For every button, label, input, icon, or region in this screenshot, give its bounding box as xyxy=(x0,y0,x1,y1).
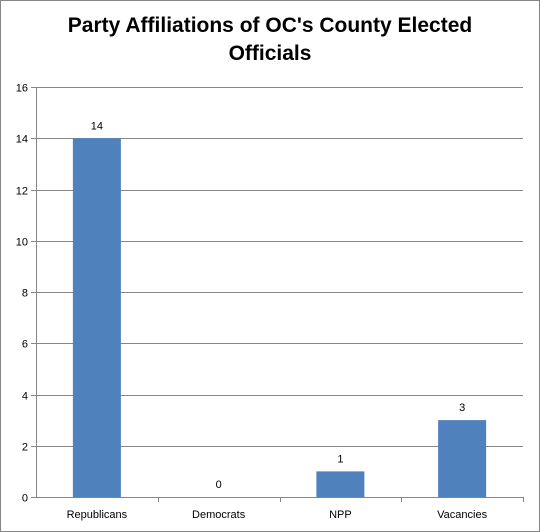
chart-title-line-2: Officials xyxy=(228,42,312,65)
x-tick-label: Republicans xyxy=(67,509,128,521)
data-labels: 14 0 1 3 xyxy=(91,120,465,491)
data-label: 1 xyxy=(337,453,343,465)
x-tick-label: Vacancies xyxy=(437,509,487,521)
y-tick-label: 8 xyxy=(22,288,28,300)
bar-vacancies xyxy=(438,420,487,497)
bar-npp xyxy=(316,471,365,497)
y-tick-label: 2 xyxy=(22,442,28,454)
data-label: 0 xyxy=(216,479,222,491)
data-label: 3 xyxy=(459,402,465,414)
x-axis-ticks: Republicans Democrats NPP Vacancies xyxy=(67,509,488,521)
y-tick-label: 14 xyxy=(16,134,28,146)
x-tick-label: Democrats xyxy=(192,509,246,521)
x-tick-label: NPP xyxy=(329,509,352,521)
chart-title: Party Affiliations of OC's County Electe… xyxy=(0,12,540,68)
y-tick-label: 10 xyxy=(16,237,28,249)
data-label: 14 xyxy=(91,120,103,132)
y-tick-label: 6 xyxy=(22,339,28,351)
chart-title-line-1: Party Affiliations of OC's County Electe… xyxy=(67,14,473,37)
bars xyxy=(72,138,487,497)
bar-republicans xyxy=(72,138,121,497)
y-tick-label: 16 xyxy=(16,83,28,95)
y-axis-ticks: 0 2 4 6 8 10 12 14 16 xyxy=(16,83,28,505)
y-tick-label: 12 xyxy=(16,186,28,198)
y-tick-label: 4 xyxy=(22,391,28,403)
axes xyxy=(31,87,524,502)
y-tick-label: 0 xyxy=(22,493,28,505)
